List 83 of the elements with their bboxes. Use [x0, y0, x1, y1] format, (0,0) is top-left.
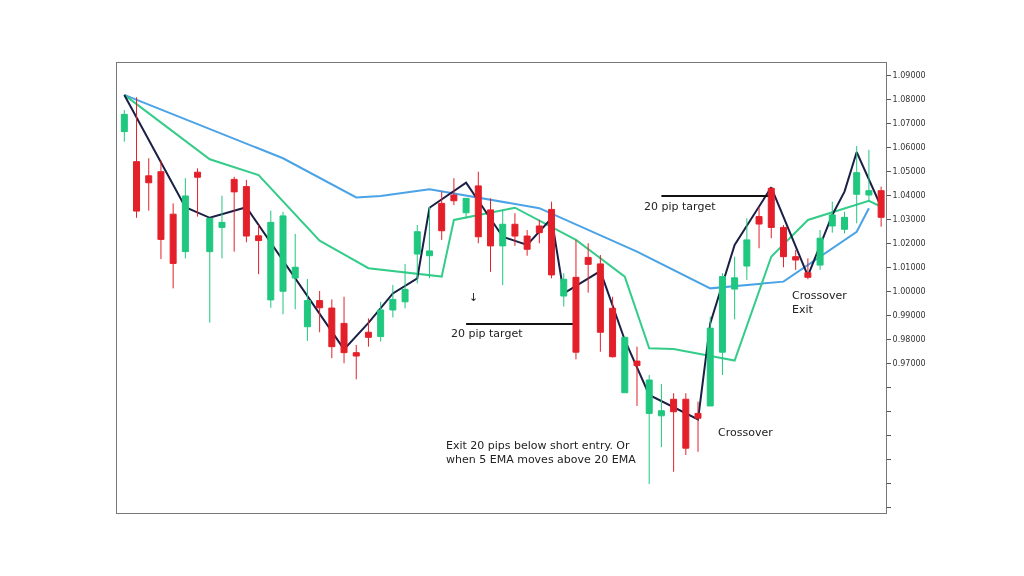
candlestick: [157, 160, 165, 260]
candlestick: [877, 186, 885, 228]
candlestick: [181, 177, 189, 259]
y-tick-label: 1.05000: [892, 166, 926, 176]
y-tick-label: 0.98000: [892, 334, 926, 344]
candlestick: [633, 346, 641, 407]
y-tick-label: 0.99000: [892, 310, 926, 320]
candlestick: [487, 197, 494, 273]
y-tick-label: 0.97000: [892, 358, 926, 368]
candlestick: [364, 317, 372, 348]
candlestick: [755, 206, 763, 249]
candlestick: [572, 239, 580, 360]
candlestick: [816, 229, 824, 271]
y-tick-label: 1.02000: [892, 238, 926, 248]
candlestick: [560, 272, 568, 308]
candlestick: [462, 197, 470, 219]
candlestick: [511, 212, 519, 247]
candlestick: [145, 157, 153, 212]
candlestick: [767, 187, 775, 239]
candlestick: [779, 224, 787, 268]
candlestick: [206, 217, 214, 324]
candlestick: [169, 202, 177, 289]
candlestick: [535, 219, 543, 244]
candlestick: [706, 316, 714, 407]
y-tick-label: 1.03000: [892, 214, 926, 224]
annotation: Exit 20 pips below short entry. Or when 5 EMA moves above 20 EMA: [446, 439, 637, 467]
candlestick: [218, 195, 226, 259]
annotation: ↓: [469, 291, 479, 304]
candlestick: [828, 201, 836, 234]
candlestick: [316, 290, 324, 333]
candlestick: [523, 229, 531, 257]
candlestick: [596, 254, 604, 353]
candlestick: [792, 249, 800, 271]
candlestick: [120, 109, 128, 143]
candlestick: [853, 145, 861, 224]
y-tick-label: 1.09000: [892, 70, 926, 80]
candlestick: [352, 344, 360, 380]
candlestick: [694, 401, 702, 453]
candlestick: [450, 177, 458, 206]
candlestick: [657, 383, 665, 448]
candlestick: [474, 171, 482, 244]
y-tick-label: 1.04000: [892, 190, 926, 200]
candlestick: [413, 224, 421, 284]
candlestick: [389, 284, 397, 318]
annotation: 20 pip target: [451, 327, 524, 340]
candlestick: [670, 392, 678, 473]
candlestick: [303, 278, 311, 342]
candlestick: [743, 217, 751, 281]
annotation: 20 pip target: [644, 200, 717, 213]
y-tick-label: 1.00000: [892, 286, 926, 296]
candlestick: [645, 374, 653, 485]
candlestick: [425, 206, 433, 279]
candlestick: [279, 211, 287, 315]
y-tick-label: 1.08000: [892, 94, 926, 104]
candlestick: [841, 211, 848, 234]
candlestick: [804, 257, 812, 280]
candlestick: [255, 224, 263, 275]
candlestick: [230, 176, 238, 253]
candlestick: [609, 296, 617, 358]
candlestick: [682, 392, 690, 456]
candlestick: [548, 201, 556, 279]
candlestick: [328, 298, 336, 359]
candlestick: [291, 233, 299, 310]
candlestick: [621, 336, 629, 394]
candlestick: [718, 272, 726, 376]
candlestick: [865, 149, 873, 203]
y-tick-label: 1.01000: [892, 262, 926, 272]
candlestick: [133, 96, 141, 219]
candlestick: [194, 167, 202, 218]
candlestick: [340, 296, 348, 364]
candlestick: [267, 210, 275, 309]
annotation: Crossover: [718, 426, 774, 439]
candlestick: [438, 191, 446, 241]
annotation: Crossover Exit: [792, 289, 848, 317]
candlestick: [377, 301, 385, 343]
y-tick-label: 1.07000: [892, 118, 926, 128]
candlestick: [731, 256, 739, 320]
candlestick: [242, 179, 250, 243]
line-series: [123, 93, 870, 290]
candlestick: [401, 263, 409, 309]
candlestick: [584, 242, 592, 294]
y-tick-label: 1.06000: [892, 142, 926, 152]
candlestick: [499, 209, 507, 286]
